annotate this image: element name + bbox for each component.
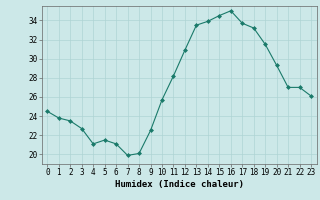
X-axis label: Humidex (Indice chaleur): Humidex (Indice chaleur) [115,180,244,189]
